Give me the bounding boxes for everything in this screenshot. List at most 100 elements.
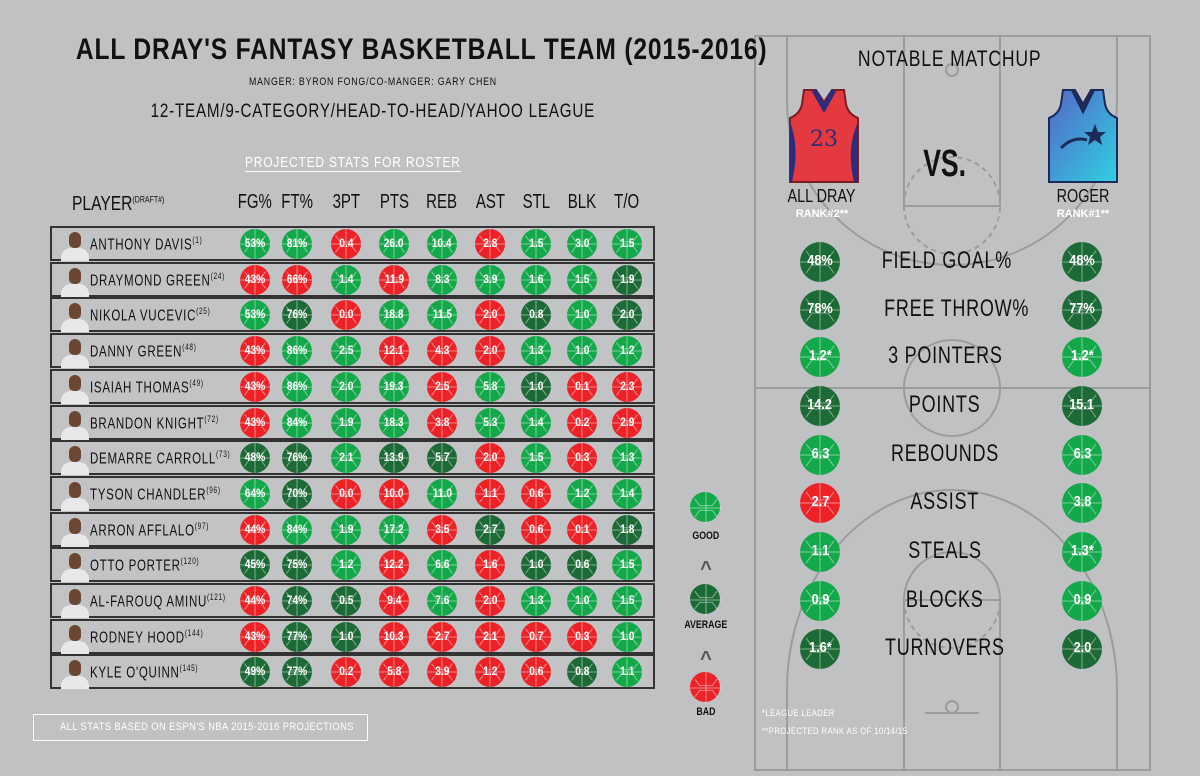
stat-ball: 70% (282, 478, 312, 509)
stat-value: 1.3 (619, 450, 635, 465)
stat-ball: 10.3 (379, 621, 409, 652)
stat-value: 4.3 (434, 343, 450, 358)
stat-value: 2.0 (1073, 639, 1091, 656)
stat-ball: 3.0 (567, 229, 597, 259)
stat-value: 12.1 (384, 343, 404, 358)
stat-ball: 1.3 (521, 336, 551, 367)
matchup-category-label: POINTS (909, 391, 981, 418)
stat-ball: 11.9 (379, 264, 409, 295)
stat-value: 2.0 (482, 307, 498, 322)
matchup-category-label: FIELD GOAL% (881, 247, 1013, 274)
stat-ball: 5.8 (379, 657, 409, 688)
stat-ball: 76% (282, 300, 312, 331)
draft-header-label: (DRAFT#) (132, 194, 165, 205)
column-header: REB (426, 191, 458, 213)
stat-ball: 86% (282, 371, 312, 402)
stat-ball: 1.8 (612, 514, 642, 545)
stat-ball: 1.0 (521, 550, 551, 581)
stat-value: 10.0 (384, 485, 404, 500)
stat-value: 84% (286, 414, 308, 429)
team-a-stat-ball: 78% (800, 290, 840, 330)
stat-value: 1.5 (528, 450, 544, 465)
stat-value: 2.0 (482, 450, 498, 465)
stat-ball: 49% (240, 657, 270, 688)
stat-value: 10.4 (432, 236, 452, 250)
stat-value: 70% (286, 485, 308, 500)
stat-value: 0.6 (528, 664, 544, 679)
stat-value: 1.4 (619, 485, 635, 500)
stat-value: 0.9 (1073, 591, 1091, 608)
player-photo (60, 480, 90, 511)
stat-ball: 2.0 (612, 300, 642, 331)
stat-value: 6.3 (1073, 445, 1091, 462)
stat-ball: 1.4 (612, 478, 642, 509)
managers-subtitle: MANGER: BYRON FONG/CO-MANGER: GARY CHEN (248, 76, 497, 88)
draft-number: (144) (184, 627, 204, 638)
stat-ball: 45% (240, 550, 270, 581)
stat-value: 26.0 (384, 236, 404, 250)
stat-value: 1.4 (338, 271, 354, 286)
stat-value: 1.0 (574, 593, 590, 607)
stat-ball: 1.4 (331, 264, 361, 295)
stat-ball: 5.3 (475, 407, 505, 438)
stat-value: 75% (286, 557, 308, 572)
stat-ball: 1.0 (612, 621, 642, 652)
stat-value: 1.6 (482, 557, 498, 572)
stat-value: 1.0 (574, 307, 590, 322)
stat-value: 9.4 (386, 593, 402, 607)
stat-ball: 0.6 (567, 550, 597, 581)
source-note: ALL STATS BASED ON ESPN'S NBA 2015-2016 … (33, 714, 368, 741)
stat-ball: 64% (240, 478, 270, 509)
team-a-stat-ball: 6.3 (800, 435, 840, 475)
column-header: BLK (567, 191, 597, 213)
player-photo (60, 444, 90, 476)
stat-ball: 1.3 (612, 443, 642, 474)
draft-number: (96) (206, 484, 221, 495)
team-b-name: ROGER (1056, 186, 1110, 206)
player-name: NIKOLA VUCEVIC(25) (90, 306, 211, 325)
league-subtitle: 12-TEAM/9-CATEGORY/HEAD-TO-HEAD/YAHOO LE… (150, 101, 595, 122)
draft-number: (73) (216, 449, 231, 460)
player-name: ISAIAH THOMAS(49) (90, 377, 204, 397)
stat-ball: 1.9 (331, 514, 361, 545)
stat-value: 48% (1069, 252, 1095, 269)
stat-ball: 0.8 (521, 300, 551, 331)
stat-ball: 18.8 (379, 300, 409, 331)
stat-value: 2.7 (482, 521, 498, 536)
stat-value: 1.9 (619, 271, 635, 286)
stat-ball: 7.6 (427, 586, 457, 616)
stat-value: 1.3* (1070, 542, 1094, 559)
stat-value: 0.0 (338, 485, 354, 500)
stat-ball: 1.5 (567, 264, 597, 295)
team-b-stat-ball: 6.3 (1062, 435, 1102, 475)
stat-value: 5.8 (386, 664, 402, 679)
versus-label: VS. (923, 143, 967, 185)
player-name: TYSON CHANDLER(96) (90, 484, 221, 504)
stat-ball: 0.6 (521, 478, 551, 509)
stat-ball: 0.0 (331, 478, 361, 509)
team-b-stat-ball: 1.2* (1062, 337, 1102, 377)
team-b-stat-ball: 2.0 (1062, 629, 1102, 669)
stat-ball: 53% (240, 229, 270, 259)
stat-value: 14.2 (807, 396, 833, 413)
draft-number: (97) (194, 520, 210, 531)
stat-value: 2.1 (482, 628, 498, 643)
stat-value: 1.5 (619, 593, 635, 607)
player-name: BRANDON KNIGHT(72) (90, 413, 219, 432)
stat-ball: 84% (282, 407, 312, 438)
stat-value: 1.3 (528, 343, 544, 358)
red-jersey-icon: 23 (789, 88, 859, 183)
stat-ball: 4.3 (427, 336, 457, 367)
stat-value: 15.1 (1069, 396, 1095, 413)
caret-up-icon: ^ (700, 648, 712, 670)
stat-value: 11.0 (432, 485, 452, 500)
stat-value: 3.5 (434, 521, 450, 536)
stat-value: 53% (244, 307, 266, 322)
stat-value: 77% (286, 664, 308, 679)
stat-value: 81% (286, 236, 308, 250)
legend-label-good: GOOD (692, 530, 720, 542)
stat-ball: 74% (282, 586, 312, 616)
team-a-stat-ball: 48% (800, 242, 840, 282)
player-photo (60, 373, 90, 404)
legend-label-average: AVERAGE (684, 619, 728, 631)
